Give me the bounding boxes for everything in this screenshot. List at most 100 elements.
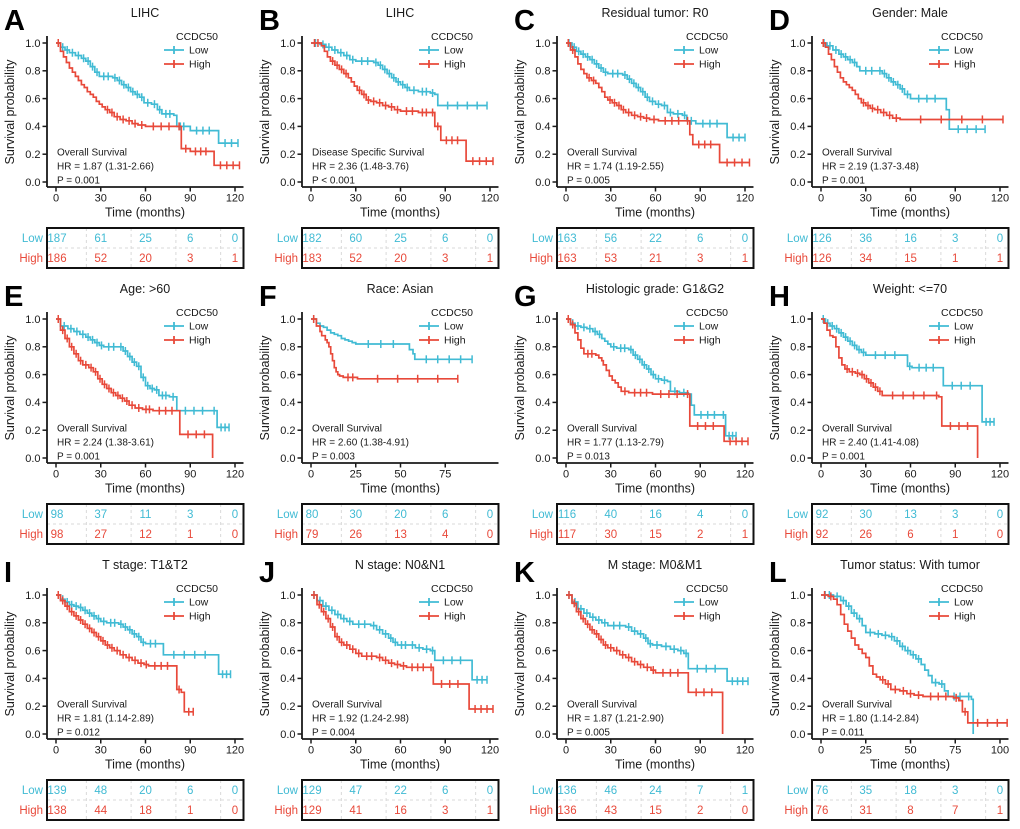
y-tick-label: 0.6 [280,369,295,381]
risk-count: 116 [558,509,576,521]
y-tick-label: 1.0 [535,314,550,326]
risk-count: 6 [442,233,448,245]
risk-count: 47 [349,785,362,797]
risk-count: 31 [859,805,872,817]
risk-row-label-high: High [784,805,808,817]
legend-label-high: High [189,611,211,623]
x-tick-label: 120 [481,745,499,757]
x-axis-ticks: 0 30 60 90 120 [53,187,244,205]
survival-curves [56,315,230,458]
legend-label-high: High [189,59,211,71]
survival-curves [821,39,1004,134]
y-tick-label: 1.0 [280,38,295,50]
km-curve-low [56,594,231,676]
risk-count: 41 [349,805,362,817]
panel-letter-A: A [4,5,25,37]
panel-G: G Histologic grade: G1&G2 0.0 0.2 0.4 0.6 0.8 1… [510,276,765,552]
risk-count: 163 [557,233,576,245]
annotation-line-1: Overall Survival [567,424,637,435]
risk-count: 0 [232,805,238,817]
x-tick-label: 90 [694,193,706,205]
censor-marks-high [846,365,969,431]
risk-count: 26 [859,529,872,541]
risk-count: 6 [187,785,193,797]
risk-count: 11 [140,509,152,521]
annotation-line-3: P = 0.013 [567,452,610,463]
risk-count: 1 [952,529,958,541]
x-axis-ticks: 0 30 60 90 120 [308,187,499,205]
legend-label-high: High [699,611,721,623]
risk-count: 3 [442,805,448,817]
risk-count: 15 [649,805,662,817]
x-axis-title: Time (months) [105,482,185,496]
x-tick-label: 60 [394,193,406,205]
annotation-line-1: Overall Survival [567,148,637,159]
x-tick-label: 30 [95,745,107,757]
survival-curves [566,315,749,446]
y-tick-label: 0.8 [25,66,40,78]
censor-marks-high [567,39,751,167]
censor-marks-high [57,39,241,170]
y-tick-label: 0.0 [790,177,805,189]
risk-row-label-high: High [784,253,808,265]
x-tick-label: 120 [226,193,244,205]
risk-count: 3 [187,509,193,521]
legend-label-high: High [444,335,466,347]
plot-title: Weight: <=70 [873,282,947,296]
x-tick-label: 120 [736,469,754,481]
risk-count: 92 [816,509,829,521]
panel-K: K M stage: M0&M1 0.0 0.2 0.4 0.6 0.8 1.0 0 30 60 90… [510,552,765,828]
risk-count: 76 [816,805,829,817]
risk-count: 37 [94,509,107,521]
censor-marks-high [57,591,194,716]
risk-count: 76 [816,785,829,797]
risk-count: 1 [187,805,193,817]
risk-count: 21 [649,253,662,265]
y-tick-label: 0.6 [790,645,805,657]
survival-curves [311,591,494,713]
y-tick-label: 0.2 [25,149,40,161]
x-axis-ticks: 0 30 60 90 120 [563,739,754,757]
risk-row-label-high: High [19,253,43,265]
km-curve-high [821,42,1003,121]
risk-count: 20 [394,253,407,265]
legend-label-high: High [954,59,976,71]
y-tick-label: 1.0 [280,590,295,602]
risk-count: 139 [47,785,66,797]
y-tick-label: 1.0 [535,590,550,602]
y-tick-label: 0.4 [790,673,805,685]
risk-count: 6 [907,529,913,541]
risk-count: 1 [742,785,748,797]
y-tick-label: 0.4 [25,397,40,409]
risk-count: 2 [697,805,703,817]
risk-count: 126 [812,253,831,265]
risk-count: 2 [697,529,703,541]
x-tick-label: 120 [226,745,244,757]
risk-row-label-low: Low [532,785,554,797]
legend: CCDC50 Low High [929,583,983,623]
y-axis-title: Survival probability [513,335,527,441]
risk-count: 0 [232,529,238,541]
panel-letter-I: I [4,557,12,589]
x-tick-label: 90 [694,469,706,481]
legend-label-high: High [954,335,976,347]
plot-title: Tumor status: With tumor [840,558,980,572]
risk-table: Low 76 35 18 3 0 High 76 31 8 7 1 [784,779,1010,821]
legend-label-low: Low [189,45,209,57]
panel-letter-H: H [769,281,790,313]
y-tick-label: 0.8 [790,342,805,354]
risk-count: 1 [997,253,1003,265]
risk-table: Low 98 37 11 3 0 High 98 27 12 1 0 [19,503,245,545]
stats-annotation: Overall Survival HR = 1.77 (1.13-2.79) P =… [567,424,664,463]
x-axis-title: Time (months) [615,758,695,772]
y-tick-label: 0.4 [790,121,805,133]
risk-count: 16 [649,509,662,521]
risk-count: 48 [94,785,107,797]
y-tick-label: 0.6 [790,369,805,381]
risk-count: 0 [232,233,238,245]
panel-B: B LIHC 0.0 0.2 0.4 0.6 0.8 1.0 0 30 60 90 120 Time (m… [255,0,510,276]
annotation-line-1: Overall Survival [57,148,127,159]
x-axis-title: Time (months) [870,758,950,772]
risk-count: 26 [349,529,362,541]
legend: CCDC50 Low High [419,583,473,623]
